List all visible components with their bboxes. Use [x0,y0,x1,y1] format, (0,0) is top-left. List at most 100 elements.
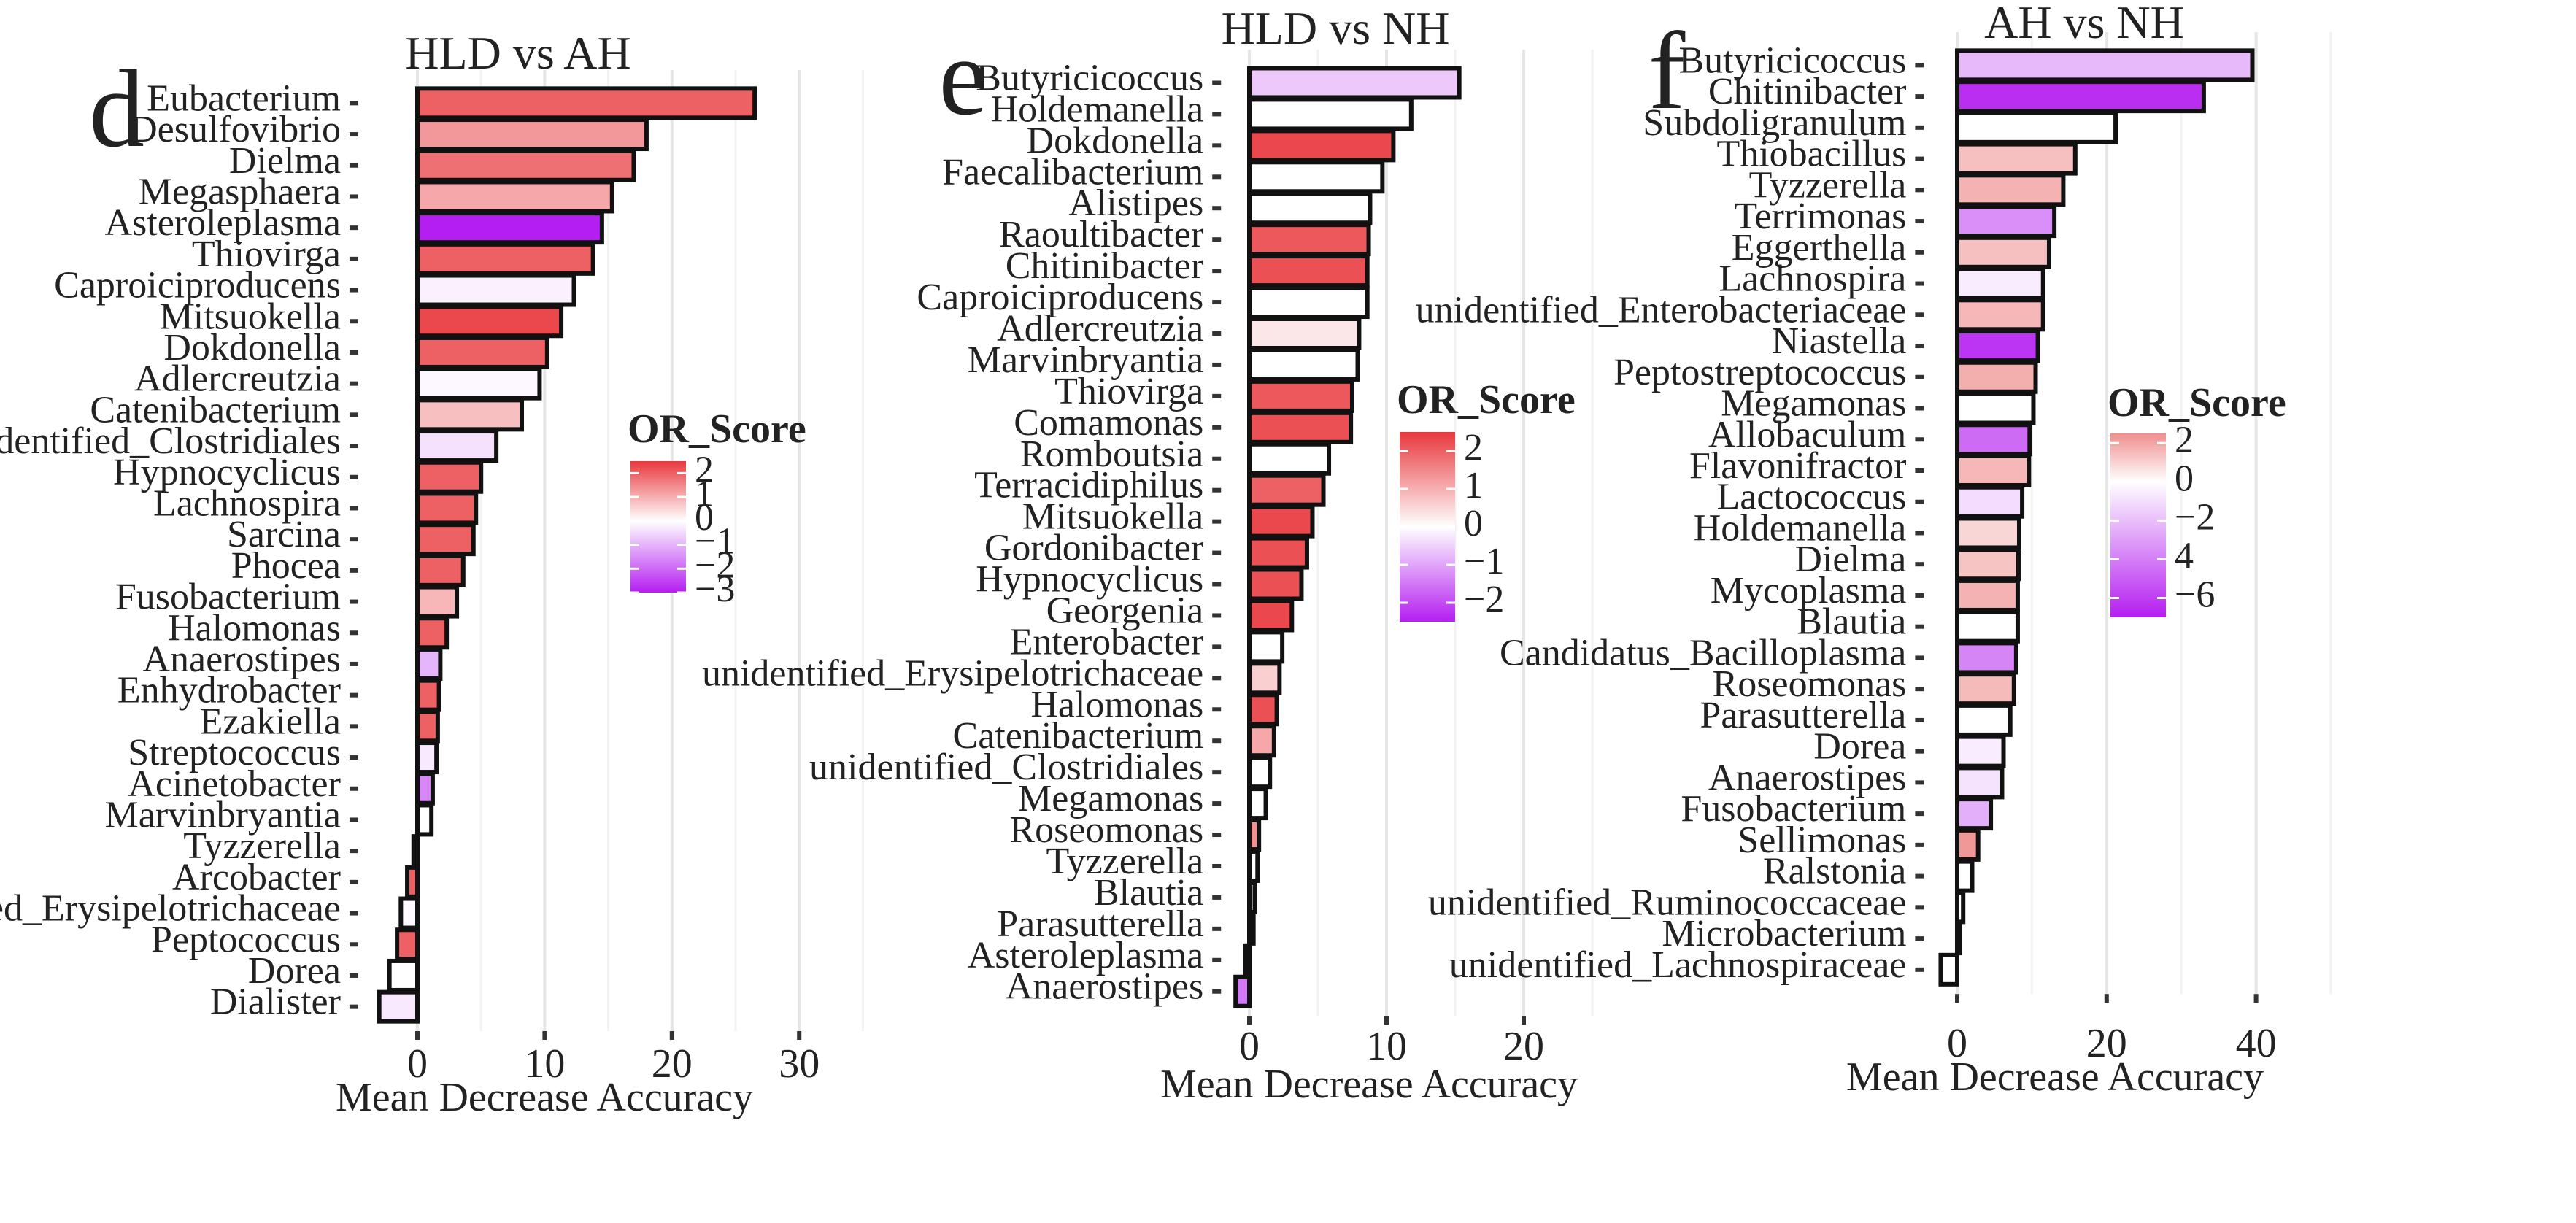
bar [415,709,440,744]
category-label: Thiovirga [1054,371,1203,412]
bar [387,958,420,992]
category-label: Catenibacterium [953,715,1204,757]
category-label: unidentified_Enterobacteriaceae [1416,289,1907,331]
bar [1955,142,2078,176]
category-label: Lachnospira [153,482,341,524]
category-label: Megasphaera [139,171,341,212]
bar [1247,254,1370,288]
panel-letter: d [89,47,144,170]
category-label: Asteroleplasma [968,935,1203,976]
bar [377,989,420,1024]
category-label: Flavonifractor [1689,445,1906,487]
bar [1955,173,2066,207]
category-label: Dielma [1794,539,1906,580]
bar [1955,485,2025,519]
bar [1247,97,1414,131]
x-tick-label: 20 [1503,1024,1544,1069]
x-tick-label: 40 [2236,1021,2277,1066]
category-label: Arcobacter [172,857,341,898]
bar [1955,266,2045,301]
category-label: Mycoplasma [1711,570,1907,612]
bar [1247,66,1462,100]
bar [1955,204,2057,239]
legend-colorbar [630,461,686,593]
bar [1247,128,1396,163]
bar [1955,672,2016,706]
bar [415,180,614,214]
legend-tick-label: −6 [2175,574,2215,615]
category-label: Thiobacillus [1716,134,1906,175]
category-label: unidentified_Lachnospiraceae [1449,944,1907,986]
legend-title: OR_Score [2108,380,2286,425]
legend-tick-label: 2 [1464,427,1483,468]
bar [415,148,636,182]
bar [415,771,435,806]
category-label: Dielma [229,140,341,182]
bar [1247,347,1360,382]
category-label: Catenibacterium [90,389,341,431]
category-label: Chitinibacter [1708,71,1906,112]
bar [1247,536,1309,570]
legend-tick-label: 0 [1464,503,1483,544]
bar [1938,952,1959,987]
category-label: Peptococcus [151,919,341,960]
bar [1247,441,1332,476]
category-label: Tyzzerella [183,825,341,867]
category-label: Acinetobacter [128,763,341,805]
category-label: Anaerostipes [1708,757,1906,798]
bar [1955,516,2021,550]
bar [1955,922,1962,956]
legend-tick-label: 1 [695,473,714,514]
category-label: Niastella [1772,320,1907,362]
bar [1233,974,1252,1008]
category-label: Enhydrobacter [117,670,341,711]
category-label: Ralstonia [1763,851,1906,892]
category-label: Dialister [210,981,341,1023]
bar [1247,410,1354,444]
legend-tick-label: 0 [695,497,714,539]
bar [1247,849,1260,883]
legend-tick-label: −1 [695,521,735,563]
bar [1955,110,2118,144]
bar [415,647,443,681]
category-label: Roseomonas [1713,663,1907,705]
category-label: Romboutsia [1020,433,1203,475]
category-label: Georgenia [1046,590,1204,631]
category-label: Megamonas [1018,778,1203,819]
bar [411,834,420,868]
bar [1247,911,1256,946]
category-label: Halomonas [168,607,341,649]
category-label: unidentified_Clostridiales [809,746,1203,788]
category-label: Tyzzerella [1046,841,1203,882]
x-tick-label: 20 [652,1041,693,1087]
bar [1955,80,2206,114]
bar [415,366,542,401]
bar [415,460,484,494]
category-label: Halomonas [1030,684,1203,725]
bar [1247,755,1273,790]
bar [1247,787,1268,821]
bar [1243,943,1252,977]
category-label: Asteroleplasma [105,202,341,244]
category-label: unidentified_Clostridiales [0,420,341,462]
bar [1955,797,1994,831]
category-label: Dokdonella [163,327,341,369]
bar [1955,827,1981,862]
legend-title: OR_Score [1397,377,1576,423]
bar [1955,609,2020,644]
bar [415,273,576,307]
bar [1955,734,2006,768]
bar [1247,473,1326,507]
legend-colorbar [2110,433,2166,617]
bar [1955,765,2005,800]
bar [1247,191,1373,225]
bar [1247,285,1370,320]
legend-tick-label: −3 [695,568,735,610]
bar [1247,223,1371,257]
category-label: Adlercreutzia [997,308,1203,350]
category-label: Parasutterella [997,903,1203,945]
bar [1955,298,2045,332]
category-label: Lactococcus [1717,477,1907,518]
panel-d: EubacteriumDesulfovibrioDielmaMegasphaer… [0,27,864,1120]
x-tick-label: 0 [407,1041,428,1087]
